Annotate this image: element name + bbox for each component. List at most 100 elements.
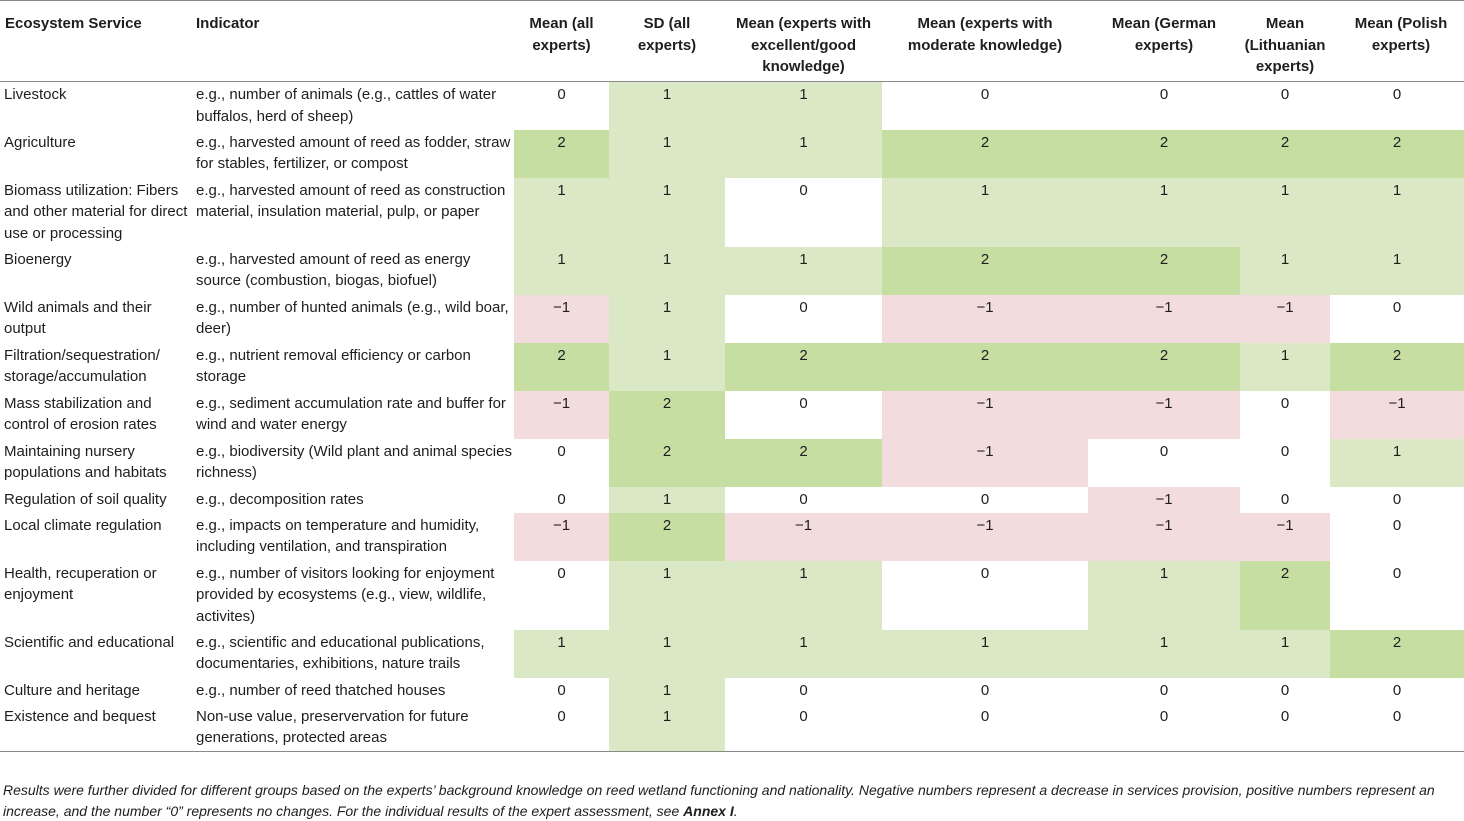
- service-cell: Maintaining nursery populations and habi…: [4, 442, 167, 482]
- mean-all-cell: 0: [514, 703, 609, 752]
- mean-lithuanian-cell: −1: [1240, 512, 1330, 561]
- mean-moderate-cell: 1: [882, 177, 1088, 247]
- mean-polish-cell: −1: [1330, 390, 1464, 439]
- mean-all-cell: 0: [557, 681, 566, 699]
- mean-polish-cell: 0: [1392, 681, 1402, 699]
- mean-moderate-cell: 2: [882, 129, 1088, 178]
- mean-polish-cell: 0: [1392, 516, 1402, 534]
- table-row: Biomass utilization: Fibers and other ma…: [0, 177, 1464, 247]
- mean-lithuanian-cell: 0: [1240, 703, 1330, 752]
- mean-good-cell: 0: [799, 681, 808, 699]
- mean-polish-cell: 2: [1330, 629, 1464, 678]
- sd-all-cell: 2: [609, 512, 725, 561]
- mean-polish-cell: 0: [1330, 703, 1464, 752]
- mean-german-cell: 2: [1088, 342, 1240, 391]
- mean-moderate-cell: −1: [882, 390, 1088, 439]
- mean-german-cell: −1: [1088, 294, 1240, 343]
- service-cell: Livestock: [4, 86, 67, 103]
- service-cell: Bioenergy: [4, 250, 72, 268]
- header-mean-lithuanian: Mean (Lithuanian experts): [1240, 0, 1330, 82]
- header-mean-german: Mean (German experts): [1088, 0, 1240, 82]
- header-row: Ecosystem Service Indicator Mean (all ex…: [0, 0, 1464, 82]
- annex-link[interactable]: Annex I: [683, 802, 734, 819]
- mean-moderate-cell: 1: [882, 629, 1088, 678]
- service-cell: Existence and bequest: [0, 703, 190, 752]
- sd-all-cell: 1: [609, 246, 725, 295]
- header-mean-moderate: Mean (experts with moderate knowledge): [882, 0, 1088, 82]
- sd-all-cell: 1: [609, 294, 725, 343]
- mean-polish-cell: 1: [1330, 177, 1464, 247]
- table-body: Livestock e.g., number of animals (e.g., …: [0, 81, 1464, 752]
- indicator-cell: e.g., number of animals (e.g., cattles o…: [196, 86, 497, 125]
- indicator-cell: e.g., sediment accumulation rate and buf…: [196, 394, 506, 434]
- mean-good-cell: 2: [725, 342, 882, 391]
- mean-polish-cell: 0: [1392, 564, 1402, 582]
- mean-all-cell: 2: [514, 129, 609, 178]
- mean-lithuanian-cell: 1: [1240, 177, 1330, 247]
- mean-good-cell: −1: [725, 512, 882, 561]
- service-cell: Regulation of soil quality: [4, 490, 167, 508]
- mean-polish-cell: 0: [1392, 86, 1402, 103]
- header-mean-polish: Mean (Polish experts): [1330, 0, 1464, 82]
- mean-german-cell: 2: [1088, 246, 1240, 295]
- mean-polish-cell: 0: [1392, 298, 1402, 316]
- mean-good-cell: 1: [725, 81, 882, 130]
- mean-good-cell: 1: [725, 246, 882, 295]
- table-row: Livestock e.g., number of animals (e.g., …: [0, 81, 1464, 130]
- mean-lithuanian-cell: 1: [1240, 342, 1330, 391]
- mean-polish-cell: 2: [1330, 129, 1464, 178]
- sd-all-cell: 1: [609, 81, 725, 130]
- indicator-cell: Non-use value, preservervation for futur…: [190, 703, 514, 752]
- sd-all-cell: 1: [609, 560, 725, 630]
- indicator-cell: e.g., harvested amount of reed as fodder…: [196, 133, 511, 173]
- header-mean-all: Mean (all experts): [514, 0, 609, 82]
- mean-german-cell: 1: [1088, 177, 1240, 247]
- header-indicator: Indicator: [190, 0, 514, 82]
- mean-lithuanian-cell: 2: [1240, 129, 1330, 178]
- mean-lithuanian-cell: 0: [1280, 394, 1290, 412]
- mean-polish-cell: 1: [1330, 246, 1464, 295]
- ecosystem-services-table: Ecosystem Service Indicator Mean (all ex…: [0, 0, 1464, 752]
- indicator-cell: e.g., number of reed thatched houses: [196, 681, 446, 699]
- mean-german-cell: −1: [1088, 390, 1240, 439]
- indicator-cell: e.g., number of visitors looking for enj…: [196, 564, 495, 625]
- mean-german-cell: −1: [1088, 486, 1240, 513]
- mean-all-cell: −1: [514, 390, 609, 439]
- service-cell: Mass stabilization and control of erosio…: [4, 394, 157, 434]
- mean-german-cell: 0: [1159, 86, 1169, 103]
- sd-all-cell: 1: [609, 342, 725, 391]
- table-row: Scientific and educational e.g., scientif…: [0, 629, 1464, 678]
- mean-moderate-cell: 0: [882, 703, 1088, 752]
- table-row: Bioenergy e.g., harvested amount of reed …: [0, 246, 1464, 295]
- indicator-cell: e.g., number of hunted animals (e.g., wi…: [196, 298, 509, 338]
- mean-german-cell: 0: [1159, 442, 1169, 460]
- mean-good-cell: 0: [799, 394, 808, 412]
- indicator-cell: e.g., decomposition rates: [196, 490, 364, 508]
- service-cell: Filtration/sequestration/ storage/accumu…: [4, 346, 160, 386]
- mean-good-cell: 1: [725, 629, 882, 678]
- mean-lithuanian-cell: 2: [1240, 560, 1330, 630]
- mean-good-cell: 0: [799, 298, 808, 316]
- indicator-cell: e.g., biodiversity (Wild plant and anima…: [196, 442, 512, 482]
- mean-moderate-cell: 2: [882, 342, 1088, 391]
- mean-lithuanian-cell: 1: [1240, 246, 1330, 295]
- table-row: Mass stabilization and control of erosio…: [0, 390, 1464, 439]
- mean-all-cell: 2: [514, 342, 609, 391]
- mean-all-cell: 0: [557, 490, 566, 508]
- mean-polish-cell: 1: [1330, 438, 1464, 487]
- sd-all-cell: 2: [609, 438, 725, 487]
- mean-all-cell: 0: [557, 442, 566, 460]
- mean-lithuanian-cell: 0: [1280, 86, 1290, 103]
- mean-polish-cell: 0: [1392, 490, 1402, 508]
- service-cell: Biomass utilization: Fibers and other ma…: [4, 181, 188, 242]
- table-row: Health, recuperation or enjoyment e.g., n…: [0, 560, 1464, 630]
- mean-all-cell: −1: [514, 512, 609, 561]
- mean-moderate-cell: 0: [980, 564, 990, 582]
- mean-german-cell: 0: [1088, 703, 1240, 752]
- indicator-cell: e.g., scientific and educational publica…: [196, 633, 485, 673]
- mean-moderate-cell: −1: [882, 512, 1088, 561]
- mean-german-cell: 1: [1088, 560, 1240, 630]
- mean-moderate-cell: −1: [882, 294, 1088, 343]
- table-footnote: Results were further divided for differe…: [3, 780, 1461, 821]
